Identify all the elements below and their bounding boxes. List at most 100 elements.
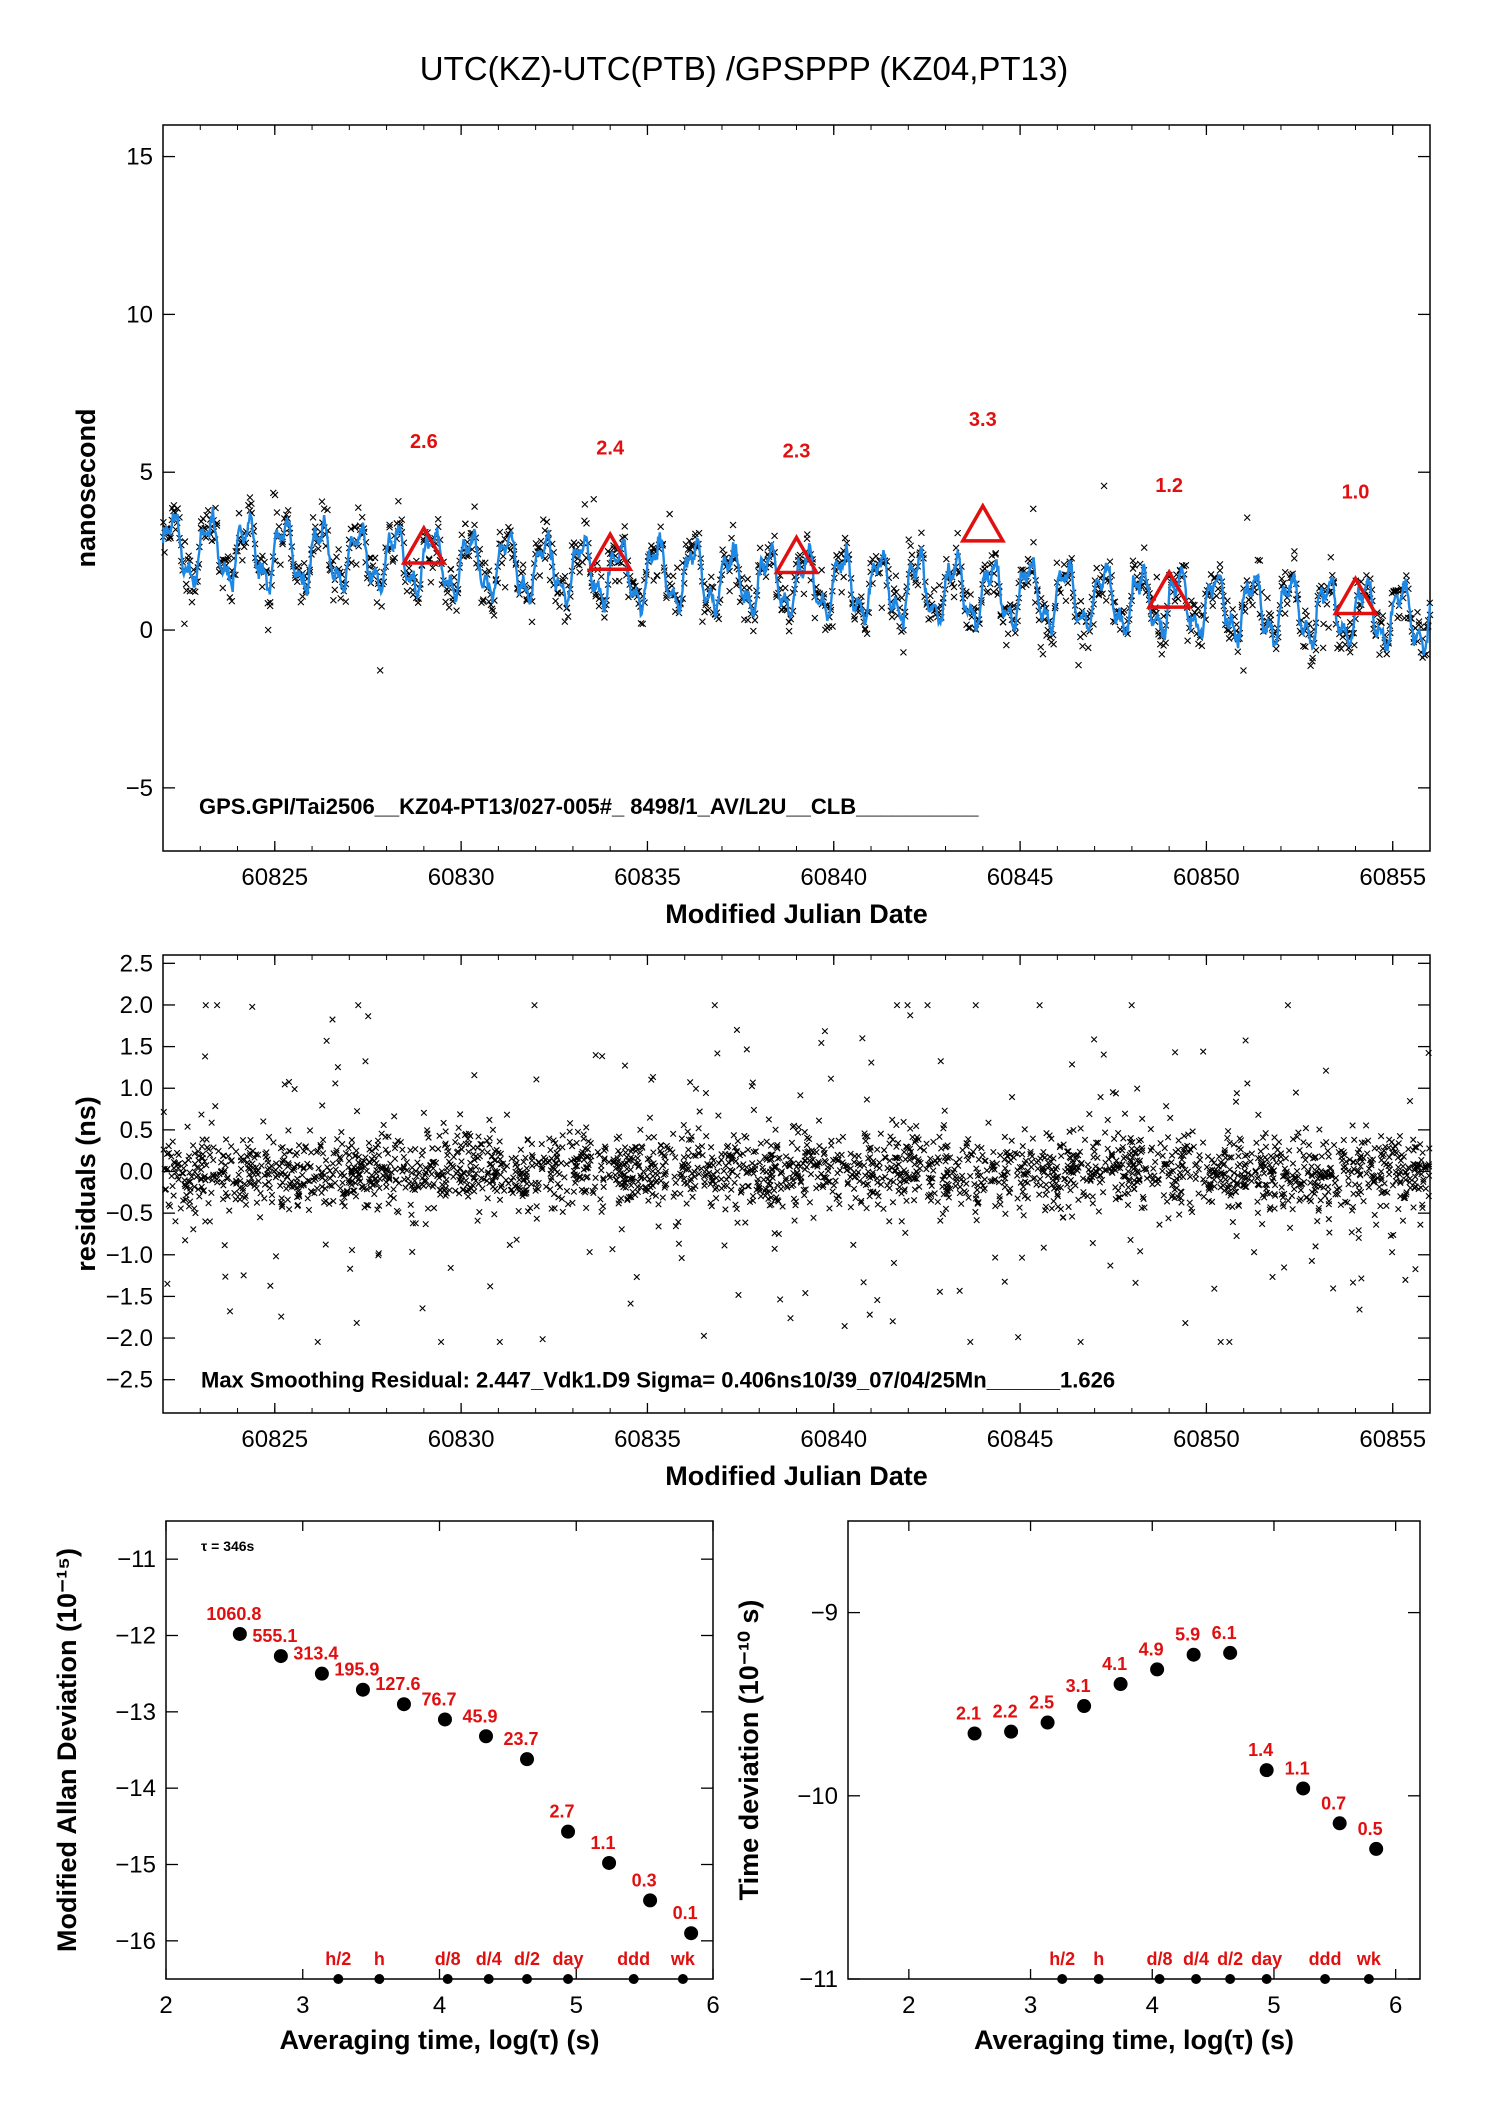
- time-series-point: [462, 520, 469, 528]
- time-series-point: [981, 561, 989, 569]
- residual-point: [1139, 1115, 1146, 1122]
- residual-point: [1305, 1141, 1313, 1149]
- time-series-point: [1303, 612, 1310, 620]
- residual-point: [434, 1145, 442, 1153]
- residual-point: [1176, 1211, 1183, 1218]
- residual-point: [407, 1147, 414, 1154]
- residual-point: [1021, 1126, 1028, 1133]
- residual-point: [447, 1264, 454, 1272]
- residual-point: [1285, 1197, 1292, 1204]
- residual-point: [352, 1166, 360, 1173]
- residual-point: [736, 1162, 743, 1169]
- time-series-point: [458, 531, 466, 539]
- residual-point: [299, 1171, 306, 1179]
- residual-point: [1116, 1161, 1123, 1168]
- time-series-point: [1037, 643, 1045, 651]
- residual-point: [278, 1313, 285, 1320]
- time-series-point: [1174, 595, 1182, 603]
- time-series-point: [1319, 644, 1327, 652]
- residual-point: [1057, 1142, 1064, 1149]
- time-series-point: [161, 549, 168, 556]
- residual-point: [1050, 1197, 1057, 1205]
- residual-point: [1235, 1144, 1243, 1151]
- residual-point: [759, 1168, 767, 1175]
- residual-point: [1204, 1153, 1212, 1160]
- residual-point: [1154, 1150, 1162, 1157]
- residual-point: [1318, 1153, 1325, 1160]
- residual-point: [679, 1165, 686, 1172]
- residual-point: [1174, 1163, 1182, 1170]
- time-series-point: [1158, 650, 1166, 658]
- time-series-point: [838, 550, 845, 558]
- residual-point: [939, 1210, 947, 1218]
- residual-point: [471, 1072, 478, 1079]
- residual-point: [634, 1188, 642, 1196]
- residual-point: [713, 1184, 720, 1191]
- residual-point: [1065, 1168, 1073, 1175]
- residual-point: [220, 1152, 228, 1159]
- time-series-point: [907, 558, 915, 566]
- residual-point: [489, 1126, 497, 1133]
- residual-point: [1143, 1166, 1150, 1173]
- residual-point: [175, 1151, 182, 1159]
- residual-point: [320, 1199, 328, 1206]
- residual-point: [695, 1149, 702, 1157]
- residual-point: [621, 1062, 629, 1069]
- residual-point: [1018, 1254, 1026, 1261]
- residual-point: [1304, 1169, 1311, 1177]
- residual-point: [1338, 1157, 1346, 1164]
- time-series-point: [275, 523, 283, 530]
- residual-point: [690, 1152, 697, 1159]
- residual-point: [285, 1127, 292, 1134]
- residual-point: [1233, 1090, 1241, 1097]
- residual-point: [385, 1133, 392, 1140]
- time-series-point: [907, 542, 914, 550]
- residual-point: [1315, 1207, 1322, 1214]
- residual-point: [546, 1158, 553, 1165]
- residual-point: [777, 1169, 784, 1176]
- residual-point: [584, 1173, 591, 1180]
- x-tick-label: 5: [1267, 1992, 1280, 2019]
- residual-point: [1242, 1183, 1249, 1191]
- x-axis-title: Averaging time, log(τ) (s): [974, 2025, 1294, 2055]
- residual-point: [493, 1187, 501, 1195]
- residual-point: [547, 1170, 554, 1178]
- residual-point: [1259, 1134, 1267, 1141]
- residual-point: [1076, 1148, 1084, 1156]
- residual-point: [376, 1184, 383, 1192]
- residual-point: [261, 1181, 269, 1188]
- time-marker-dot: [1363, 1974, 1374, 1984]
- residual-point: [597, 1196, 604, 1203]
- time-series-point: [240, 543, 248, 551]
- residual-point: [655, 1201, 662, 1208]
- residual-point: [734, 1219, 741, 1226]
- residual-point: [928, 1182, 935, 1190]
- time-marker-dot: [1225, 1974, 1236, 1984]
- time-series-point: [1392, 586, 1400, 594]
- residual-point: [1344, 1199, 1351, 1206]
- residual-point: [1108, 1151, 1116, 1159]
- residual-point: [1302, 1156, 1309, 1164]
- residual-point: [1087, 1177, 1094, 1184]
- residual-point: [576, 1156, 583, 1163]
- residual-point: [1200, 1176, 1207, 1183]
- residual-point: [185, 1178, 193, 1186]
- residual-point: [782, 1153, 790, 1160]
- time-series-point: [1301, 643, 1309, 651]
- residual-point: [852, 1173, 859, 1180]
- residual-point: [797, 1178, 804, 1185]
- residual-point: [306, 1127, 314, 1134]
- time-series-point: [581, 501, 589, 508]
- mean-marker-label: 3.3: [969, 409, 997, 431]
- residual-point: [1089, 1193, 1096, 1200]
- residual-point: [1242, 1160, 1249, 1167]
- residual-point: [400, 1163, 408, 1170]
- residual-point: [1168, 1193, 1175, 1201]
- residual-point: [412, 1220, 419, 1227]
- residual-point: [960, 1178, 967, 1185]
- residual-point: [742, 1219, 749, 1226]
- residual-point: [696, 1108, 703, 1115]
- residual-point: [429, 1145, 436, 1152]
- time-series-point: [892, 572, 900, 580]
- time-series-point: [479, 597, 487, 605]
